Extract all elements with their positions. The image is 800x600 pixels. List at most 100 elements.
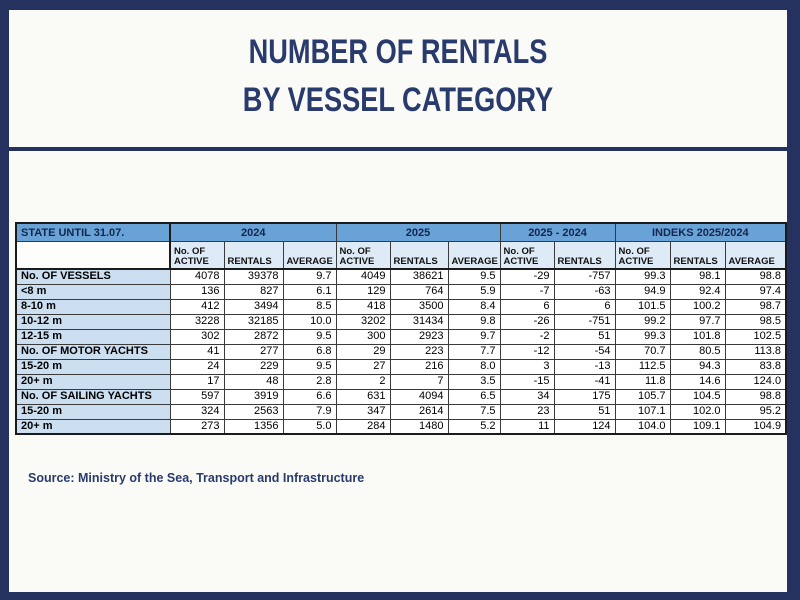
table-cell: 104.9	[724, 418, 787, 435]
table-cell: 2614	[389, 403, 449, 420]
table-cell: 764	[389, 283, 449, 300]
table-cell: 107.1	[614, 403, 671, 420]
column-header: No. OF ACTIVE	[614, 241, 671, 270]
table-cell: -26	[499, 313, 555, 330]
table-cell: -15	[499, 373, 555, 390]
column-header: RENTALS	[553, 241, 616, 270]
table-header: STATE UNTIL 31.07. 2024 2025 2025 - 2024 IND…	[15, 222, 787, 270]
table-cell: 631	[335, 388, 391, 405]
table-cell: 31434	[389, 313, 449, 330]
table-cell: 104.5	[669, 388, 726, 405]
table-cell: 412	[169, 298, 225, 315]
table-cell: 1480	[389, 418, 449, 435]
table-row: 15-20 m 24 229 9.5 27 216 8.0 3 -13 112.5 94.3 83.8	[15, 358, 787, 375]
table-cell: 418	[335, 298, 391, 315]
table-row: <8 m 136 827 6.1 129 764 5.9 -7 -63 94.9 92.4 97.4	[15, 283, 787, 300]
rentals-table: STATE UNTIL 31.07. 2024 2025 2025 - 2024 IND…	[15, 222, 788, 435]
column-group-label: 2025 - 2024	[499, 222, 616, 242]
table-cell: 3.5	[447, 373, 501, 390]
table-cell: -757	[553, 268, 616, 285]
table-cell: 98.5	[724, 313, 787, 330]
table-cell: 129	[335, 283, 391, 300]
column-header: RENTALS	[669, 241, 726, 270]
row-label: 15-20 m	[15, 358, 171, 375]
column-header: No. OF ACTIVE	[499, 241, 555, 270]
table-cell: 98.7	[724, 298, 787, 315]
table-cell: 98.1	[669, 268, 726, 285]
table-cell: 2563	[223, 403, 284, 420]
table-cell: 38621	[389, 268, 449, 285]
table-cell: -751	[553, 313, 616, 330]
table-body: No. OF VESSELS 4078 39378 9.7 4049 38621 9.5 -2…	[15, 268, 787, 435]
column-header: No. OF ACTIVE	[169, 241, 225, 270]
table-cell: 17	[169, 373, 225, 390]
table-cell: 101.5	[614, 298, 671, 315]
table-cell: 324	[169, 403, 225, 420]
table-cell: 3	[499, 358, 555, 375]
table-cell: 11	[499, 418, 555, 435]
table-cell: 80.5	[669, 343, 726, 360]
table-cell: 99.3	[614, 328, 671, 345]
page-title: NUMBER OF RENTALS BY VESSEL CATEGORY	[9, 28, 787, 124]
table-cell: 175	[553, 388, 616, 405]
table-cell: 216	[389, 358, 449, 375]
table-cell: 9.5	[282, 358, 337, 375]
table-cell: 6	[499, 298, 555, 315]
table-cell: 23	[499, 403, 555, 420]
column-group-row: STATE UNTIL 31.07. 2024 2025 2025 - 2024 IND…	[15, 222, 787, 242]
column-header: No. OF ACTIVE	[335, 241, 391, 270]
table-cell: 229	[223, 358, 284, 375]
column-header: AVERAGE	[447, 241, 501, 270]
table-cell: 347	[335, 403, 391, 420]
column-header: RENTALS	[223, 241, 284, 270]
table-cell: 97.4	[724, 283, 787, 300]
content-area: NUMBER OF RENTALS BY VESSEL CATEGORY STA…	[9, 10, 788, 592]
table-cell: 3500	[389, 298, 449, 315]
table-cell: 7.5	[447, 403, 501, 420]
table-cell: 2.8	[282, 373, 337, 390]
table-cell: 5.0	[282, 418, 337, 435]
title-line-2: BY VESSEL CATEGORY	[242, 81, 554, 119]
table-cell: 98.8	[724, 388, 787, 405]
table-cell: 99.3	[614, 268, 671, 285]
row-label: No. OF MOTOR YACHTS	[15, 343, 171, 360]
table-cell: 70.7	[614, 343, 671, 360]
table-cell: 94.9	[614, 283, 671, 300]
table-cell: 113.8	[724, 343, 787, 360]
table-cell: 6.6	[282, 388, 337, 405]
table-row: 20+ m 273 1356 5.0 284 1480 5.2 11 124 104.0 109.1…	[15, 418, 787, 435]
table-cell: 4078	[169, 268, 225, 285]
table-cell: 3202	[335, 313, 391, 330]
table-cell: 112.5	[614, 358, 671, 375]
table-row: No. OF VESSELS 4078 39378 9.7 4049 38621 9.5 -2…	[15, 268, 787, 285]
table-cell: 2872	[223, 328, 284, 345]
table-cell: 4094	[389, 388, 449, 405]
table-cell: 34	[499, 388, 555, 405]
table-cell: 51	[553, 328, 616, 345]
table-cell: 8.5	[282, 298, 337, 315]
title-divider	[9, 147, 787, 151]
table-cell: 92.4	[669, 283, 726, 300]
row-label: 12-15 m	[15, 328, 171, 345]
table-cell: 3919	[223, 388, 284, 405]
table-cell: 101.8	[669, 328, 726, 345]
table-cell: 9.5	[282, 328, 337, 345]
table-cell: 8.4	[447, 298, 501, 315]
column-header: AVERAGE	[724, 241, 787, 270]
source-note: Source: Ministry of the Sea, Transport a…	[28, 471, 365, 485]
table-cell: 7	[389, 373, 449, 390]
table-cell: -12	[499, 343, 555, 360]
column-subheader-row: No. OF ACTIVE RENTALS AVERAGE No. OF ACTIVE…	[15, 241, 787, 270]
column-group-label: 2025	[335, 222, 501, 242]
subheader-empty-cell	[15, 241, 171, 270]
table-cell: 3494	[223, 298, 284, 315]
table-cell: 9.8	[447, 313, 501, 330]
table-cell: 4049	[335, 268, 391, 285]
table-row: 8-10 m 412 3494 8.5 418 3500 8.4 6 6 101.5 100.2 98…	[15, 298, 787, 315]
title-line-1: NUMBER OF RENTALS	[248, 33, 548, 71]
table-row: No. OF MOTOR YACHTS 41 277 6.8 29 223 7.7 -12 -5…	[15, 343, 787, 360]
row-label: No. OF SAILING YACHTS	[15, 388, 171, 405]
table-cell: 302	[169, 328, 225, 345]
table-cell: 223	[389, 343, 449, 360]
table-cell: -63	[553, 283, 616, 300]
